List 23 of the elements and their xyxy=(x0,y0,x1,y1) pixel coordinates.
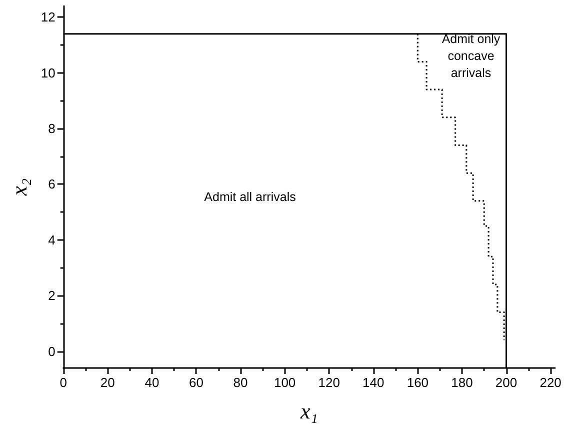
x-tick-label: 100 xyxy=(274,375,296,390)
annotation: Admit all arrivals xyxy=(204,190,296,204)
x-tick-label: 140 xyxy=(362,375,384,390)
x-tick-label: 180 xyxy=(451,375,473,390)
x-tick-label: 160 xyxy=(406,375,429,390)
annotation: Admit only concave arrivals xyxy=(442,32,501,80)
x-tick-label: 60 xyxy=(189,375,204,390)
x-tick-label: 0 xyxy=(60,375,67,390)
y-tick-label: 12 xyxy=(40,10,56,25)
y-tick-label: 10 xyxy=(40,65,56,80)
x-tick-label: 80 xyxy=(233,375,248,390)
x-tick-label: 20 xyxy=(100,375,115,390)
x-tick-label: 40 xyxy=(144,375,160,390)
x-tick-label: 220 xyxy=(540,375,562,390)
x-axis-title: x₁ xyxy=(299,398,318,424)
y-tick-label: 8 xyxy=(48,121,56,136)
y-axis-title: x₂ xyxy=(6,178,32,197)
y-tick-label: 2 xyxy=(48,288,56,304)
y-tick-label: 6 xyxy=(48,176,56,192)
y-tick-label: 4 xyxy=(48,232,56,248)
y-tick-label: 0 xyxy=(48,344,56,359)
x-tick-label: 120 xyxy=(318,375,340,390)
x-tick-label: 200 xyxy=(495,375,518,390)
